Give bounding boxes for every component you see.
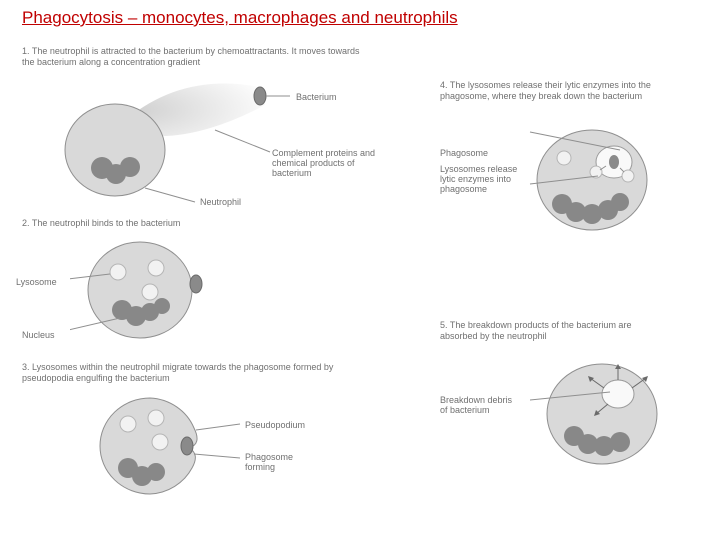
step-4-text: 4. The lysosomes release their lytic enz…	[440, 80, 655, 103]
step-5-text: 5. The breakdown products of the bacteri…	[440, 320, 655, 343]
step-2-figure	[70, 232, 270, 352]
breakdown-label: Breakdown debris of bacterium	[440, 395, 520, 415]
step-1-text: 1. The neutrophil is attracted to the ba…	[22, 46, 362, 69]
page-title: Phagocytosis – monocytes, macrophages an…	[22, 8, 458, 28]
step-3-text: 3. Lysosomes within the neutrophil migra…	[22, 362, 362, 385]
lysosome-label: Lysosome	[16, 277, 57, 287]
nucleus-label: Nucleus	[22, 330, 55, 340]
lysosome-release-label: Lysosomes release lytic enzymes into pha…	[440, 164, 530, 194]
step-5-figure	[530, 352, 690, 482]
step-2-text: 2. The neutrophil binds to the bacterium	[22, 218, 322, 229]
neutrophil-label: Neutrophil	[200, 197, 241, 207]
complement-label: Complement proteins and chemical product…	[272, 148, 382, 178]
phagosome-forming-label: Phagosome forming	[245, 452, 305, 472]
pseudopodium-label: Pseudopodium	[245, 420, 305, 430]
step-1-figure	[50, 70, 310, 210]
step-4-figure	[520, 122, 680, 242]
bacterium-label: Bacterium	[296, 92, 337, 102]
phagosome-label: Phagosome	[440, 148, 488, 158]
